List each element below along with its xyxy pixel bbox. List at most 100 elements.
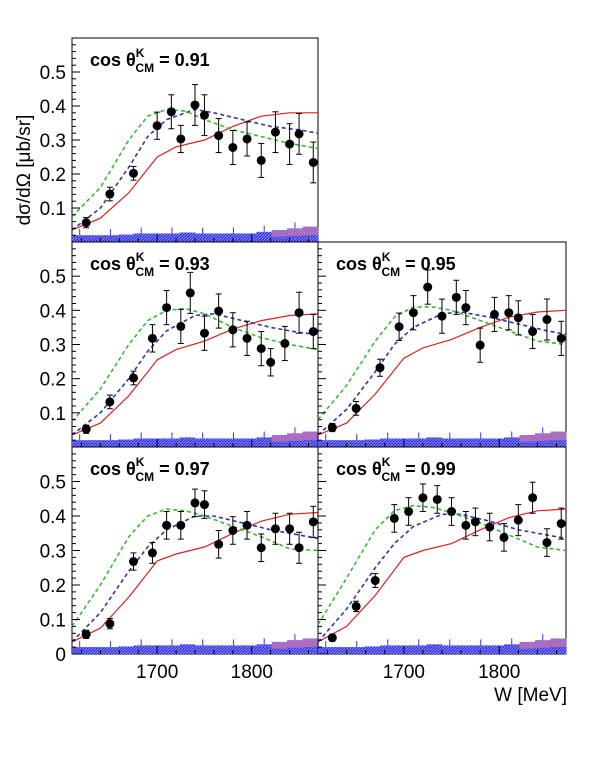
systematic-band xyxy=(457,645,474,654)
data-point xyxy=(199,110,209,120)
data-point xyxy=(447,507,457,517)
systematic-band xyxy=(102,440,119,447)
x-tick-label: 1800 xyxy=(231,662,273,683)
data-point xyxy=(370,576,380,586)
panel-3: cos θK CM = 0.95 xyxy=(317,241,567,448)
systematic-band-overlay xyxy=(271,230,288,237)
title-value: = 0.91 xyxy=(154,50,210,70)
data-point xyxy=(81,218,91,228)
title-symbol: θ xyxy=(372,254,382,274)
systematic-band xyxy=(349,440,365,447)
panel-5: 1700 1800 cos θK CM = 0.99 xyxy=(317,446,567,683)
systematic-band xyxy=(256,644,273,654)
data-point xyxy=(166,107,176,117)
data-point xyxy=(214,539,224,549)
data-point xyxy=(542,538,552,548)
systematic-band xyxy=(225,233,242,242)
model-curve-green xyxy=(317,504,567,626)
data-point xyxy=(270,127,280,137)
data-point xyxy=(389,513,399,523)
panel-title: cos θK CM = 0.91 xyxy=(90,46,210,75)
data-point xyxy=(105,189,115,199)
systematic-band xyxy=(241,645,257,654)
data-point xyxy=(242,520,252,530)
systematic-band xyxy=(241,438,257,447)
data-point xyxy=(394,322,404,332)
y-tick-label: 0.4 xyxy=(40,97,67,118)
panel-title: cos θK CM = 0.93 xyxy=(90,250,210,279)
data-point xyxy=(294,308,304,318)
data-point xyxy=(351,403,361,413)
systematic-band xyxy=(118,439,134,447)
data-point xyxy=(327,633,337,643)
systematic-band xyxy=(457,438,474,447)
data-point xyxy=(375,363,385,373)
systematic-band xyxy=(118,234,134,242)
title-subscript: CM xyxy=(135,265,154,279)
data-point xyxy=(528,327,538,337)
data-point xyxy=(461,303,471,313)
title-prefix: cos xyxy=(90,50,126,70)
data-point xyxy=(513,515,523,525)
systematic-band xyxy=(473,645,489,654)
y-tick-label: 0.2 xyxy=(40,370,66,391)
systematic-band xyxy=(179,437,196,447)
systematic-band xyxy=(87,440,104,447)
title-symbol: θ xyxy=(126,50,136,70)
data-point xyxy=(214,131,224,141)
systematic-band xyxy=(333,647,350,654)
data-point xyxy=(528,493,538,503)
systematic-band xyxy=(426,437,443,447)
data-point xyxy=(270,524,280,534)
data-point xyxy=(327,423,337,433)
systematic-band xyxy=(318,647,334,654)
systematic-band xyxy=(442,438,458,447)
systematic-band-overlay xyxy=(302,638,319,648)
data-point xyxy=(199,328,209,338)
systematic-band xyxy=(411,645,427,654)
systematic-band-overlay xyxy=(271,435,288,442)
systematic-band xyxy=(256,437,273,447)
data-point xyxy=(432,494,442,504)
data-point xyxy=(105,619,115,629)
title-value: = 0.97 xyxy=(154,459,210,479)
systematic-band xyxy=(72,647,88,654)
x-tick-label: 1800 xyxy=(478,662,520,683)
data-point xyxy=(176,520,186,530)
y-tick-label: 0.1 xyxy=(40,611,66,632)
systematic-band-overlay xyxy=(550,638,567,648)
data-point xyxy=(214,306,224,316)
data-point xyxy=(351,601,361,611)
data-point xyxy=(294,543,304,553)
systematic-band xyxy=(87,235,104,242)
data-point xyxy=(105,397,115,407)
systematic-band xyxy=(442,645,458,654)
systematic-band xyxy=(210,233,227,242)
data-point xyxy=(228,142,238,152)
title-symbol: θ xyxy=(126,459,136,479)
systematic-band-overlay xyxy=(302,431,319,441)
systematic-band xyxy=(380,438,396,447)
data-point xyxy=(489,309,499,319)
data-point xyxy=(475,340,485,350)
systematic-band xyxy=(488,645,505,654)
systematic-band-overlay xyxy=(535,640,551,648)
data-point xyxy=(308,327,318,337)
panel-4: 0 0.1 0.2 0.3 0.4 0.5 1700 1800 cos θK CM = 0.97 xyxy=(40,446,319,683)
x-tick-label: 1700 xyxy=(383,662,425,683)
systematic-band xyxy=(118,646,134,654)
data-point xyxy=(129,557,138,567)
data-point xyxy=(499,532,509,542)
title-prefix: cos xyxy=(336,254,372,274)
model-curve-green xyxy=(71,307,319,422)
data-point xyxy=(513,313,523,323)
data-point xyxy=(437,311,447,321)
systematic-band xyxy=(133,645,150,654)
model-curve-blue xyxy=(317,513,567,643)
panel-title: cos θK CM = 0.97 xyxy=(90,455,210,484)
systematic-band-overlay xyxy=(519,435,536,442)
panel-title: cos θK CM = 0.99 xyxy=(336,455,456,484)
data-point xyxy=(242,134,252,144)
systematic-band xyxy=(133,438,150,447)
